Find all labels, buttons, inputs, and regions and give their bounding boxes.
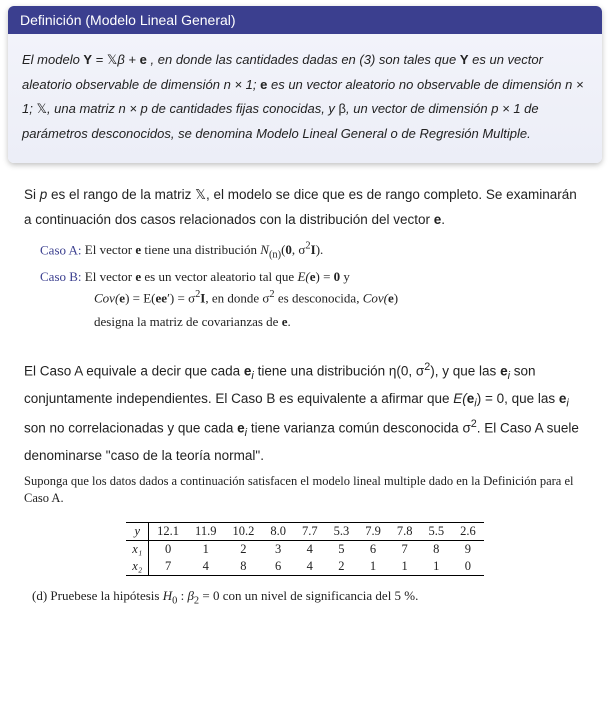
definition-body: El modelo Y = 𝕏β + e , en donde las cant… bbox=[8, 34, 602, 163]
definition-box: Definición (Modelo Lineal General) El mo… bbox=[8, 6, 602, 163]
table-row: y 12.111.910.28.07.75.37.97.85.52.6 bbox=[126, 522, 483, 540]
main-paragraph-2: El Caso A equivale a decir que cada ei t… bbox=[0, 350, 610, 469]
case-b-body: El vector e es un vector aleatorio tal q… bbox=[85, 269, 350, 284]
question-d: (d) Pruebese la hipótesis H0 : β2 = 0 co… bbox=[0, 586, 610, 607]
row-label: y bbox=[126, 522, 148, 540]
case-list: Caso A: El vector e tiene una distribuci… bbox=[0, 233, 610, 350]
table-row: x₁ 0123456789 bbox=[126, 540, 483, 558]
question-label: (d) bbox=[32, 588, 47, 603]
case-a: Caso A: El vector e tiene una distribuci… bbox=[40, 241, 610, 261]
main-paragraph-1: Si p es el rango de la matriz 𝕏, el mode… bbox=[0, 175, 610, 233]
data-table-wrap: y 12.111.910.28.07.75.37.97.85.52.6 x₁ 0… bbox=[0, 516, 610, 586]
case-b-line2: Cov(e) = E(ee′) = σ2I, en donde σ2 es de… bbox=[40, 285, 610, 310]
row-label: x₂ bbox=[126, 558, 148, 576]
case-b-line3: designa la matriz de covarianzas de e. bbox=[40, 310, 610, 334]
def-text: El modelo bbox=[22, 52, 83, 67]
case-a-label: Caso A: bbox=[40, 242, 82, 257]
case-b: Caso B: El vector e es un vector aleator… bbox=[40, 269, 610, 334]
def-Y: Y bbox=[83, 52, 92, 67]
row-label: x₁ bbox=[126, 540, 148, 558]
case-a-body: El vector e tiene una distribución N(n)(… bbox=[85, 242, 323, 257]
definition-header: Definición (Modelo Lineal General) bbox=[8, 6, 602, 34]
supplementary-text: Suponga que los datos dados a continuaci… bbox=[0, 469, 610, 516]
definition-title: Definición (Modelo Lineal General) bbox=[20, 12, 236, 28]
case-b-label: Caso B: bbox=[40, 269, 82, 284]
table-row: x₂ 7486421110 bbox=[126, 558, 483, 576]
data-table: y 12.111.910.28.07.75.37.97.85.52.6 x₁ 0… bbox=[126, 522, 483, 576]
